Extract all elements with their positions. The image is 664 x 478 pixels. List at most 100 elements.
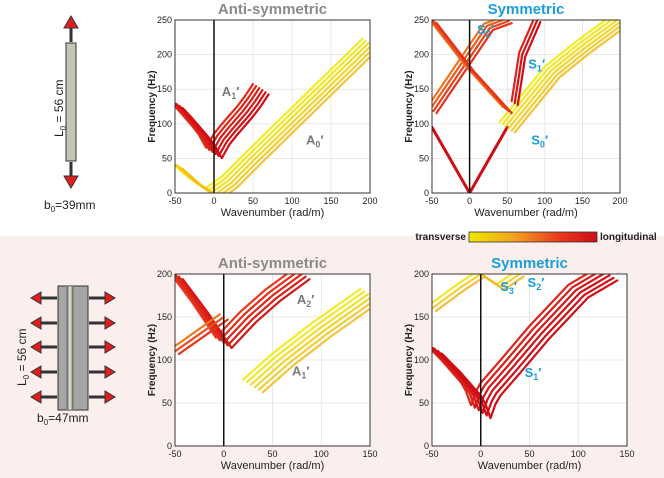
y-tick-label: 0 [167,441,172,451]
plot-area [175,20,370,193]
series-line-1 [181,93,270,160]
arrow-right-icon [89,365,116,379]
series-line-1 [432,274,611,414]
series-line-3 [510,20,535,103]
series-line-2 [181,55,370,193]
series-line-1 [181,278,311,350]
y-axis-label: Frequency (Hz) [404,70,415,142]
series-line-1 [436,276,615,417]
series-line-2 [513,29,620,134]
bottom-arrows [30,291,116,404]
chart-panel-1: -50 0 50 100 150 200050100150200250Anti-symme… [147,1,378,219]
chart-title: Anti-symmetric [218,255,327,272]
width-label: b0=47mm [37,411,89,427]
x-tick-label: -50 [425,449,438,459]
y-tick-label: 200 [414,50,429,60]
y-tick-label: 50 [419,398,429,408]
series-group [175,274,370,394]
y-tick-label: 50 [419,153,429,163]
series-line-3 [257,302,370,391]
chart-panel-4: -50 0 50 100 150050100150200SymmetricWavenum… [404,255,635,472]
series-line-3 [242,288,362,381]
series-line-2 [434,275,525,313]
series-line-4 [432,20,510,113]
x-axis-label: Wavenumber (rad/m) [478,460,582,472]
colorbar-right-label: longitudinal [600,232,657,243]
x-tick-label: 50 [502,196,512,206]
x-tick-label: 0 [211,196,216,206]
series-line-1 [432,125,509,193]
y-tick-label: 100 [157,355,172,365]
x-tick-label: -50 [168,196,181,206]
series-group [432,20,620,193]
mode-label: S3′ [500,279,517,296]
colorbar-left-label: transverse [415,232,466,243]
series-line-1 [177,275,307,347]
series-line-2 [432,274,514,305]
y-tick-label: 100 [414,119,429,129]
y-tick-label: 50 [162,153,172,163]
series-line-2 [175,313,221,348]
colorbar: transverse longitudinal [415,231,657,243]
mode-label: A2′ [297,292,315,309]
x-tick-label: 200 [362,196,377,206]
y-tick-label: 150 [414,84,429,94]
plot-frame [431,19,621,194]
y-tick-label: 50 [162,398,172,408]
x-tick-label: -50 [168,449,181,459]
series-line-1 [175,274,297,342]
y-tick-label: 150 [157,312,172,322]
x-tick-label: 50 [267,449,277,459]
series-line-4 [432,20,507,109]
x-axis-label: Wavenumber (rad/m) [474,207,578,219]
x-tick-label: 150 [575,196,590,206]
mode-label: S1′ [528,56,545,73]
top-plate-illustration: L0 = 56 cm b0=39mm [44,15,96,214]
x-tick-label: 0 [478,449,483,459]
series-line-2 [432,274,521,310]
y-tick-label: 100 [157,119,172,129]
x-tick-label: 100 [284,196,299,206]
x-tick-label: 50 [248,196,258,206]
series-line-2 [177,318,229,356]
series-line-3 [516,21,542,107]
chart-panel-3: -50 0 50 100 150050100150200Anti-symmetricWa… [147,255,378,472]
x-tick-label: 150 [323,196,338,206]
arrow-left-icon [30,291,57,305]
arrow-right-icon [89,291,116,305]
x-axis-label: Wavenumber (rad/m) [221,460,325,472]
series-line-3 [253,296,370,389]
arrow-left-icon [30,316,57,330]
mode-label: A1′ [222,84,240,101]
arrow-left-icon [30,365,57,379]
x-tick-label: 100 [537,196,552,206]
charts: -50 0 50 100 150 200050100150200250Anti-symme… [147,1,635,472]
mode-label: A1′ [292,363,310,380]
x-axis-label: Wavenumber (rad/m) [221,207,325,219]
series-line-1 [175,274,289,339]
series-line-3 [250,293,370,386]
arrow-right-icon [89,340,116,354]
x-tick-label: 0 [221,449,226,459]
width-label: b0=39mm [44,198,96,214]
arrow-down-icon [63,175,79,189]
y-tick-label: 100 [414,355,429,365]
y-tick-label: 250 [157,15,172,25]
arrow-left-icon [30,390,57,404]
series-line-4 [435,22,513,115]
chart-title: Symmetric [488,1,565,18]
colorbar-gradient [468,231,598,243]
series-line-3 [513,20,539,105]
mode-label: S2′ [528,275,545,292]
series-line-3 [246,290,366,383]
x-tick-label: 150 [619,449,634,459]
plot-frame [174,273,371,447]
mode-label: S2′ [477,22,494,39]
bottom-plate-illustration: L0 = 56 cm b0=47mm [15,285,116,427]
plate-body [65,42,77,162]
x-tick-label: 100 [571,449,586,459]
series-line-1 [440,279,619,420]
y-axis-label: Frequency (Hz) [147,324,158,396]
x-tick-label: 150 [362,449,377,459]
